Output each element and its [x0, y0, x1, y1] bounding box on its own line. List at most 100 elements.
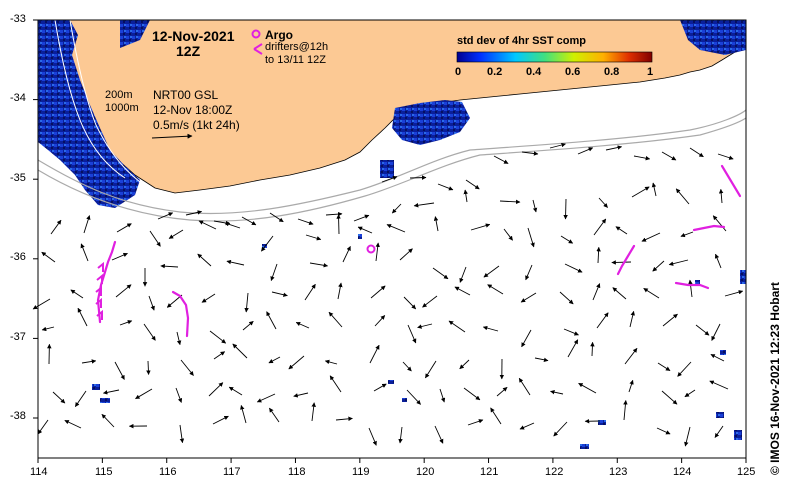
- current-vector: [714, 425, 724, 438]
- isobath-1000-label: 1000m: [105, 102, 139, 114]
- legend-argo: Argo: [265, 28, 293, 42]
- current-vector: [305, 234, 322, 241]
- current-vector: [662, 313, 678, 327]
- current-vector: [269, 407, 280, 423]
- current-vector: [197, 253, 212, 267]
- current-vector: [668, 259, 689, 266]
- current-vector: [496, 386, 508, 397]
- current-vector: [381, 175, 398, 183]
- current-vector: [425, 360, 437, 379]
- current-vector: [328, 311, 343, 328]
- current-vector: [374, 315, 386, 327]
- current-vector: [288, 355, 305, 370]
- y-tick-label: -37: [10, 331, 26, 343]
- current-vector: [487, 284, 504, 295]
- current-vector: [268, 356, 281, 364]
- map-date: 12-Nov-2021: [152, 28, 235, 44]
- current-vector: [641, 232, 661, 242]
- current-vector: [463, 387, 481, 401]
- current-vector: [624, 347, 638, 365]
- current-vector: [115, 284, 132, 298]
- current-vector: [102, 389, 120, 395]
- current-vector: [175, 387, 183, 403]
- current-vector: [661, 390, 678, 405]
- current-vector: [370, 285, 386, 299]
- current-vector: [578, 382, 597, 394]
- current-vector: [213, 351, 226, 360]
- current-vector: [185, 210, 203, 216]
- current-vector: [329, 375, 342, 393]
- current-vector: [521, 329, 532, 348]
- colorbar-tick: 1: [647, 66, 654, 78]
- current-vector: [684, 426, 691, 447]
- current-vector: [534, 357, 549, 363]
- current-vector: [577, 147, 594, 155]
- x-tick-label: 121: [480, 466, 499, 478]
- current-vector: [559, 291, 574, 305]
- current-vector: [293, 392, 309, 398]
- current-vector: [623, 400, 628, 421]
- current-vector: [520, 292, 537, 303]
- current-vector: [266, 311, 277, 330]
- y-tick-label: -38: [10, 410, 26, 422]
- current-vector: [553, 421, 568, 437]
- current-vector: [689, 147, 704, 158]
- argo-markers: [251, 29, 376, 254]
- current-vector: [656, 427, 671, 435]
- x-tick-label: 116: [159, 466, 177, 478]
- current-vector: [593, 218, 607, 236]
- sst-stddev-overlay: [38, 20, 746, 449]
- current-vector: [406, 389, 421, 405]
- current-vector: [532, 199, 538, 213]
- current-vector: [680, 231, 694, 238]
- current-vector: [143, 323, 156, 341]
- colorbar-tick: 0: [455, 66, 462, 78]
- current-vector: [271, 291, 288, 297]
- y-tick-label: -36: [10, 251, 26, 263]
- current-vector: [483, 265, 500, 278]
- current-vector: [482, 325, 499, 332]
- current-vector: [176, 331, 182, 346]
- current-vector: [433, 216, 439, 232]
- current-vector: [80, 243, 89, 262]
- current-vector: [32, 298, 51, 310]
- current-vector: [261, 235, 274, 252]
- current-vector: [611, 260, 632, 265]
- current-vector: [226, 259, 245, 266]
- current-vector: [50, 219, 62, 235]
- current-vector: [709, 380, 729, 390]
- axis-ticks: [33, 19, 747, 463]
- x-tick-label: 124: [673, 466, 692, 478]
- current-vector: [465, 179, 480, 190]
- map-time: 12Z: [176, 43, 201, 59]
- current-vector: [353, 214, 370, 222]
- current-vector: [64, 419, 82, 429]
- current-vector: [70, 289, 84, 299]
- current-vector: [563, 198, 568, 220]
- current-vector: [398, 426, 403, 444]
- current-vector: [114, 361, 125, 380]
- isobath-200-label: 200m: [105, 89, 133, 101]
- current-vector: [403, 296, 417, 310]
- isobath-lines-white: [54, 19, 141, 183]
- drifter-markers: [95, 43, 263, 320]
- current-vector: [228, 386, 243, 396]
- current-vector: [560, 235, 574, 244]
- current-vector: [149, 230, 161, 247]
- current-vector: [629, 310, 635, 328]
- current-vector: [135, 388, 153, 400]
- current-vector: [677, 361, 692, 377]
- current-vector: [631, 186, 650, 198]
- y-tick-label: -34: [10, 92, 26, 104]
- current-vector: [148, 295, 155, 311]
- current-vector: [592, 283, 601, 301]
- current-vector: [209, 330, 227, 344]
- current-vector: [432, 267, 449, 280]
- current-vector: [119, 320, 133, 326]
- x-tick-label: 114: [30, 466, 48, 478]
- current-vector: [417, 323, 433, 329]
- current-vector: [493, 155, 509, 164]
- current-vector: [550, 389, 564, 395]
- drifter-tracks: [96, 164, 742, 338]
- current-vector: [590, 341, 595, 357]
